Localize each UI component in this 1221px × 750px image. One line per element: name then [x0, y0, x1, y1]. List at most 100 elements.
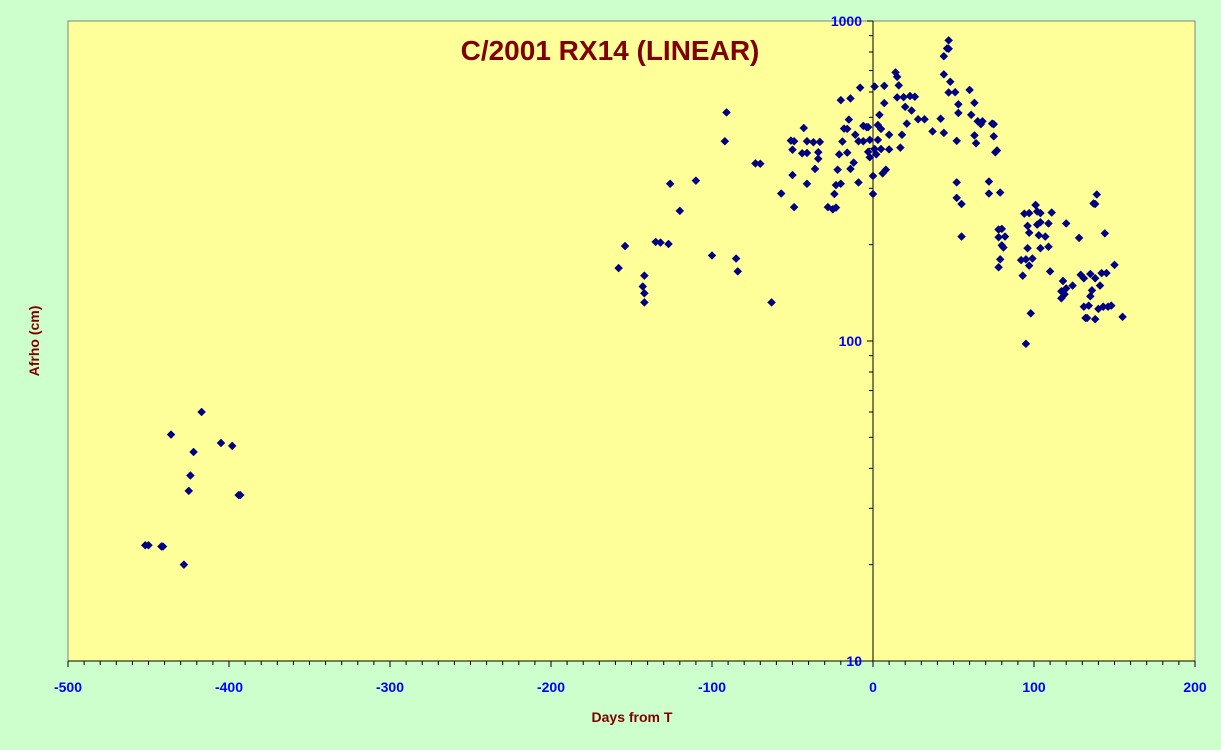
data-point — [675, 206, 685, 216]
data-point — [166, 430, 176, 439]
data-point — [733, 267, 743, 276]
data-point — [902, 119, 912, 128]
data-point — [939, 128, 949, 138]
data-point — [831, 203, 841, 213]
data-point — [1106, 301, 1116, 310]
data-point — [875, 110, 884, 120]
data-point — [844, 115, 854, 124]
data-point — [892, 72, 902, 82]
data-point — [884, 130, 894, 140]
y-tick-label: 1000 — [831, 13, 862, 29]
data-point — [184, 486, 194, 496]
data-point — [836, 95, 846, 105]
data-point — [952, 193, 962, 203]
data-point — [1100, 228, 1110, 238]
data-point — [776, 189, 786, 198]
data-point — [881, 165, 891, 175]
data-point — [849, 158, 859, 167]
data-point — [868, 171, 878, 181]
data-point — [830, 189, 839, 199]
data-point — [928, 127, 937, 136]
data-point — [876, 144, 886, 154]
data-point — [144, 540, 153, 550]
data-point — [865, 152, 875, 162]
data-point — [995, 188, 1005, 197]
data-point — [1110, 260, 1119, 270]
data-point — [920, 114, 929, 124]
data-point — [620, 241, 630, 251]
x-tick-label: -500 — [54, 679, 82, 695]
data-point — [868, 189, 878, 199]
data-point — [910, 92, 920, 102]
data-point — [879, 98, 889, 108]
data-point — [767, 298, 776, 307]
y-tick-label: 10 — [846, 653, 862, 669]
data-point — [1044, 219, 1053, 228]
data-point — [971, 138, 981, 148]
data-point — [892, 93, 902, 102]
data-point — [1102, 268, 1111, 278]
data-point — [1087, 285, 1097, 295]
data-point — [876, 124, 886, 134]
data-point — [1034, 230, 1044, 240]
data-point — [870, 82, 879, 91]
data-point — [1028, 254, 1037, 263]
data-point — [1024, 208, 1034, 218]
data-point — [984, 189, 994, 198]
data-point — [994, 232, 1003, 242]
data-point — [640, 298, 649, 307]
data-point — [1047, 208, 1057, 217]
data-point — [1026, 309, 1036, 318]
data-point — [216, 438, 226, 448]
data-point — [850, 130, 860, 140]
data-point — [1095, 281, 1105, 290]
data-point — [189, 447, 198, 457]
data-point — [789, 202, 799, 212]
data-point — [957, 199, 966, 209]
data-point — [970, 98, 979, 108]
data-point — [640, 271, 649, 281]
data-point — [1118, 312, 1127, 322]
data-point — [884, 145, 894, 154]
data-point — [992, 146, 1002, 155]
data-point — [966, 110, 976, 120]
data-point — [1040, 232, 1050, 241]
data-point — [810, 164, 820, 174]
data-point — [896, 143, 905, 153]
y-axis-label: Afrho (cm) — [26, 306, 42, 377]
data-point — [838, 137, 847, 146]
data-point — [707, 251, 717, 260]
data-point — [900, 102, 910, 112]
data-point — [863, 122, 873, 132]
data-point — [950, 87, 960, 97]
data-point — [939, 70, 949, 79]
data-point — [834, 150, 844, 159]
data-point — [235, 490, 245, 500]
data-point — [1079, 273, 1089, 283]
data-point — [1085, 269, 1095, 279]
data-point — [944, 88, 954, 97]
data-point — [939, 51, 949, 61]
data-point — [846, 94, 855, 103]
data-point — [945, 77, 955, 87]
data-point — [846, 164, 855, 174]
data-point — [994, 262, 1003, 272]
data-point — [833, 165, 842, 175]
data-point — [1045, 267, 1055, 276]
data-point — [1090, 273, 1100, 283]
data-point — [952, 136, 962, 146]
data-point — [1036, 217, 1045, 227]
data-point — [656, 238, 665, 247]
data-point — [936, 114, 945, 124]
plot-area — [67, 20, 1196, 662]
data-point — [788, 170, 797, 180]
data-point — [989, 119, 999, 129]
data-point — [1036, 208, 1045, 218]
data-point — [799, 123, 809, 133]
x-tick-label: 0 — [869, 679, 877, 695]
data-point — [813, 154, 823, 164]
data-point — [997, 224, 1007, 234]
data-point — [970, 131, 979, 140]
data-point — [1018, 271, 1028, 281]
